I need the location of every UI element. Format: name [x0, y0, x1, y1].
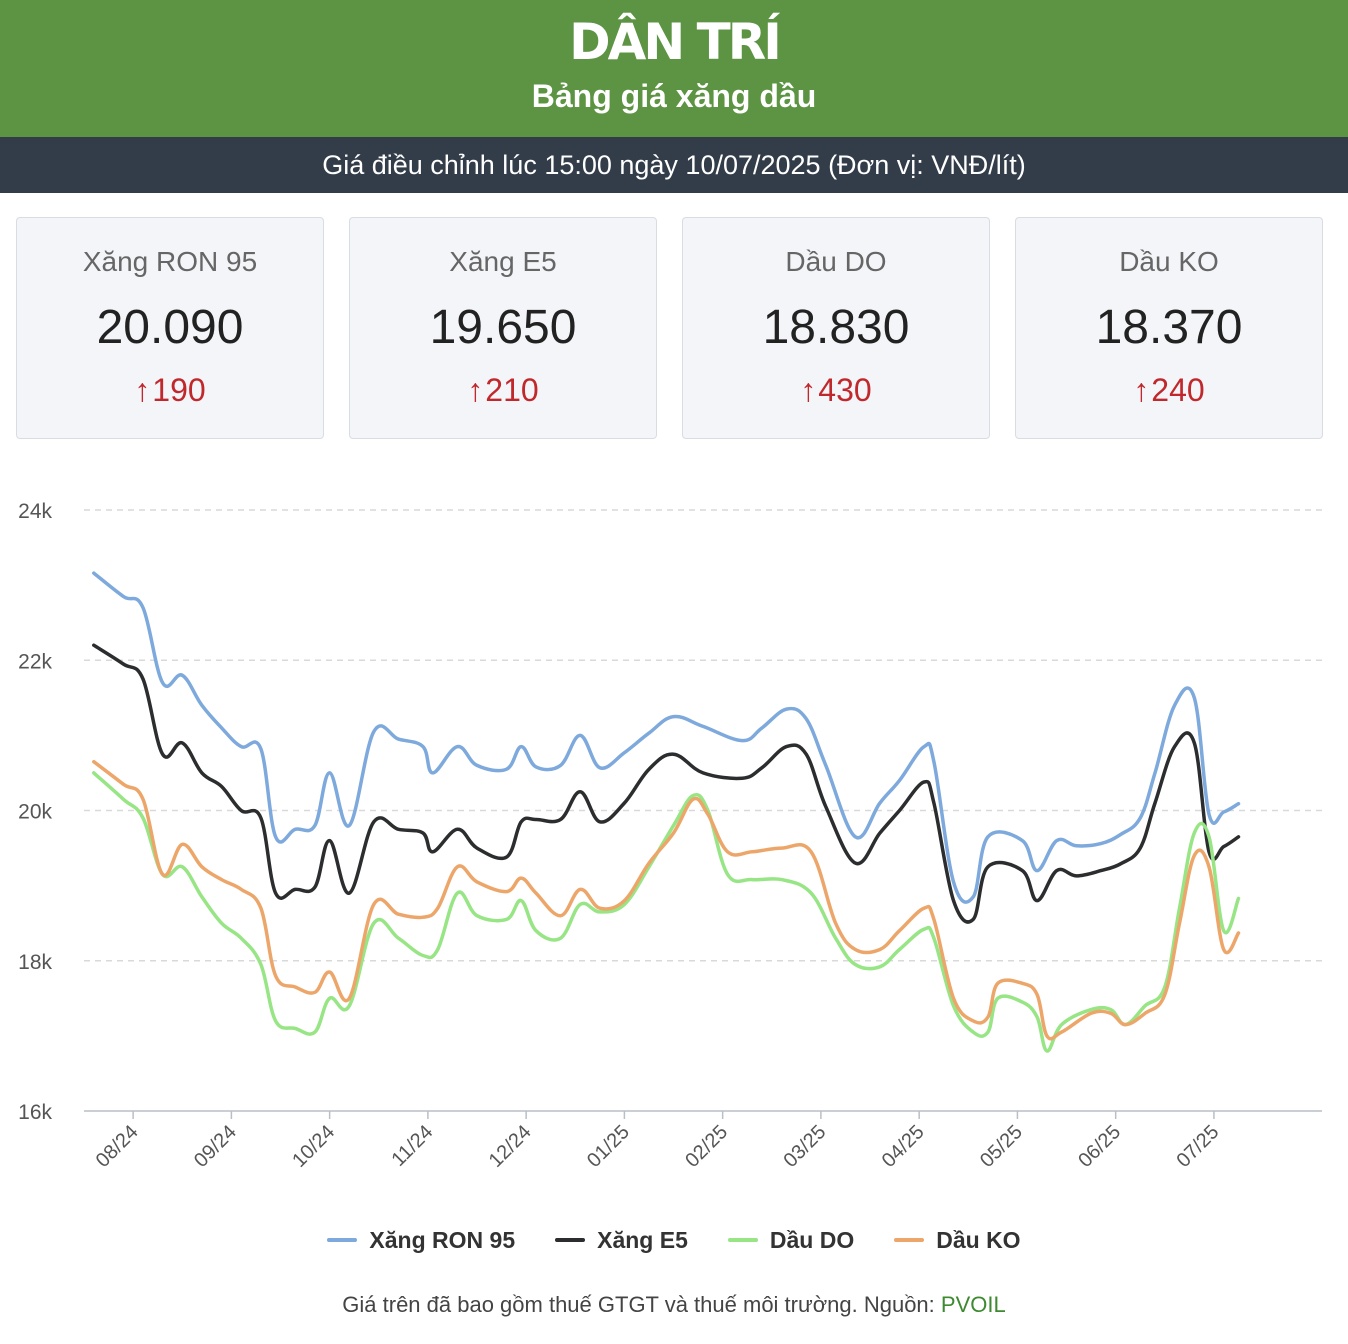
card-price: 18.370	[1095, 301, 1243, 354]
x-tick-label: 08/24	[92, 1121, 143, 1172]
legend-item-ron95[interactable]: Xăng RON 95	[327, 1227, 515, 1254]
card-change: ↑240	[1016, 370, 1322, 410]
legend-label: Xăng RON 95	[369, 1226, 516, 1253]
dantri-logo[interactable]: DÂN TRÍ	[569, 13, 782, 71]
x-tick-label: 10/24	[288, 1121, 339, 1172]
arrow-up-icon: ↑	[800, 372, 817, 408]
footnote: Giá trên đã bao gồm thuế GTGT và thuế mô…	[0, 1288, 1348, 1322]
price-card-ko: Dầu KO 18.370 ↑240	[1015, 217, 1323, 439]
y-tick-label: 22k	[18, 650, 52, 673]
page-header: DÂN TRÍ Bảng giá xăng dầu	[0, 0, 1348, 137]
card-change-value: 430	[818, 372, 872, 408]
x-tick-label: 12/24	[485, 1121, 536, 1172]
x-tick-label: 01/25	[583, 1121, 634, 1172]
x-tick-label: 09/24	[190, 1121, 241, 1172]
price-card-e5: Xăng E5 19.650 ↑210	[349, 217, 657, 439]
series-line-ron95	[92, 571, 1241, 904]
price-history-chart: 16k 18k 20k 22k 24k 08/24 09/24 10/24 11/24 12/24…	[18, 500, 1322, 1172]
card-fuel-name: Dầu DO	[785, 246, 887, 277]
x-tick-label: 04/25	[878, 1121, 929, 1172]
legend-label: Xăng E5	[597, 1226, 688, 1253]
chart-legend: Xăng RON 95 Xăng E5 Dầu DO Dầu KO	[0, 1220, 1348, 1260]
card-fuel-name: Xăng RON 95	[82, 246, 258, 277]
legend-swatch	[727, 1238, 758, 1242]
card-price: 20.090	[96, 301, 244, 354]
card-change: ↑190	[17, 370, 323, 410]
legend-item-e5[interactable]: Xăng E5	[555, 1227, 688, 1254]
x-tick-label: 02/25	[681, 1121, 732, 1172]
card-price: 18.830	[762, 301, 910, 354]
x-tick-label: 06/25	[1074, 1121, 1125, 1172]
legend-label: Dầu DO	[769, 1226, 855, 1253]
x-tick-label: 03/25	[779, 1121, 830, 1172]
card-fuel-name: Xăng E5	[449, 246, 557, 277]
arrow-up-icon: ↑	[467, 372, 484, 408]
card-change-value: 190	[152, 372, 206, 408]
adjustment-info-text: Giá điều chỉnh lúc 15:00 ngày 10/07/2025…	[322, 150, 1026, 180]
card-change: ↑430	[683, 370, 989, 410]
x-tick-label: 05/25	[976, 1121, 1027, 1172]
x-tick-label: 11/24	[388, 1121, 438, 1171]
legend-swatch	[555, 1238, 586, 1242]
y-tick-label: 16k	[18, 1101, 52, 1124]
footnote-text: Giá trên đã bao gồm thuế GTGT và thuế mô…	[342, 1292, 941, 1317]
y-tick-label: 24k	[18, 500, 52, 523]
card-change: ↑210	[350, 370, 656, 410]
series-line-ko	[92, 759, 1241, 1041]
price-card-do: Dầu DO 18.830 ↑430	[682, 217, 990, 439]
y-tick-label: 18k	[18, 951, 52, 974]
series-line-e5	[92, 643, 1241, 924]
x-tick-label: 07/25	[1173, 1121, 1224, 1172]
price-cards: Xăng RON 95 20.090 ↑190 Xăng E5 19.650 ↑…	[16, 217, 1332, 439]
legend-swatch	[327, 1238, 358, 1242]
legend-item-do[interactable]: Dầu DO	[727, 1226, 855, 1254]
arrow-up-icon: ↑	[1133, 372, 1150, 408]
y-tick-label: 20k	[18, 801, 52, 824]
arrow-up-icon: ↑	[134, 372, 151, 408]
page-title: Bảng giá xăng dầu	[531, 78, 817, 114]
legend-item-ko[interactable]: Dầu KO	[894, 1226, 1021, 1254]
card-price: 19.650	[429, 301, 577, 354]
card-change-value: 210	[485, 372, 539, 408]
source-link[interactable]: PVOIL	[940, 1292, 1006, 1317]
legend-label: Dầu KO	[936, 1226, 1021, 1253]
series-line-do	[92, 771, 1241, 1053]
price-card-ron95: Xăng RON 95 20.090 ↑190	[16, 217, 324, 439]
legend-swatch	[894, 1238, 925, 1242]
card-fuel-name: Dầu KO	[1119, 246, 1219, 277]
adjustment-info-bar: Giá điều chỉnh lúc 15:00 ngày 10/07/2025…	[0, 137, 1348, 193]
card-change-value: 240	[1151, 372, 1205, 408]
